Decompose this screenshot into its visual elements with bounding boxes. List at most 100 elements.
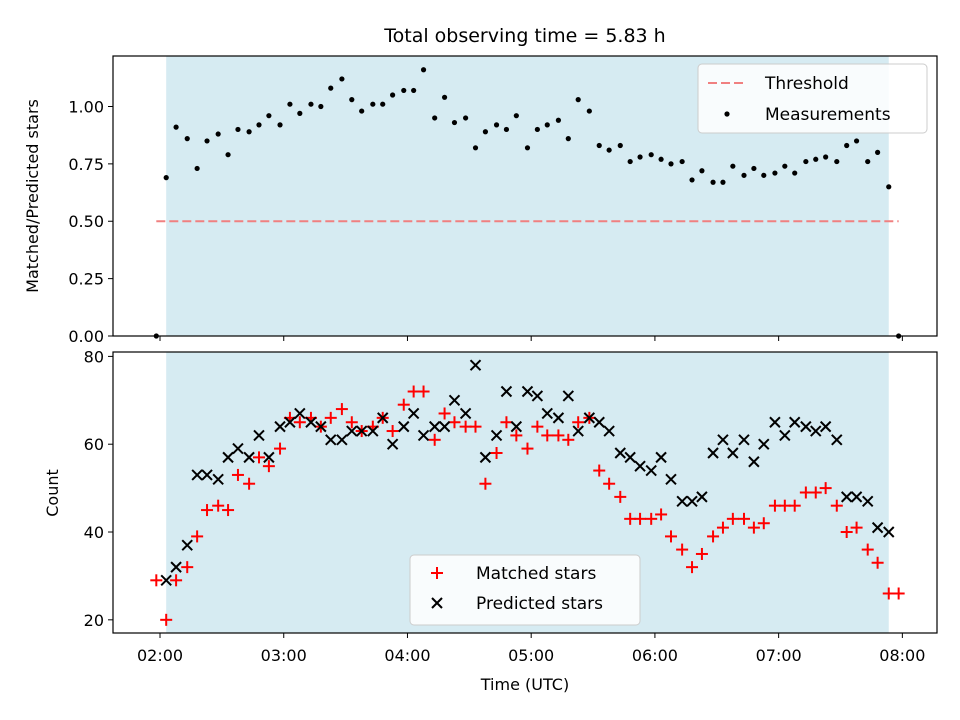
predicted-star-point bbox=[294, 407, 306, 420]
measurement-point bbox=[865, 158, 871, 165]
measurement-point bbox=[401, 87, 407, 94]
matched-star-point bbox=[479, 477, 492, 490]
measurement-point bbox=[194, 165, 200, 172]
matched-star-point bbox=[510, 429, 523, 442]
predicted-star-point bbox=[686, 495, 698, 507]
matched-star-point bbox=[448, 416, 461, 429]
predicted-star-point bbox=[160, 574, 172, 587]
matched-star-point bbox=[521, 442, 534, 455]
predicted-star-point bbox=[819, 420, 832, 433]
y-tick-label: 0.75 bbox=[68, 155, 104, 174]
predicted-star-point bbox=[748, 456, 760, 468]
predicted-star-point bbox=[831, 434, 843, 446]
matched-star-point bbox=[293, 416, 306, 429]
predicted-star-point bbox=[758, 438, 770, 450]
predicted-star-point bbox=[665, 473, 677, 486]
measurement-point bbox=[803, 158, 809, 165]
measurement-point bbox=[741, 172, 747, 178]
matched-star-point bbox=[335, 403, 348, 416]
top-y-ticks: 0.00 0.25 0.50 0.75 1.00 bbox=[68, 97, 113, 346]
y-tick-label: 20 bbox=[84, 611, 104, 630]
y-tick-label: 60 bbox=[84, 435, 104, 454]
legend-measurement-swatch bbox=[724, 111, 730, 117]
measurement-point bbox=[844, 142, 850, 149]
matched-star-point bbox=[150, 574, 163, 587]
x-tick-label: 02:00 bbox=[137, 646, 183, 665]
predicted-star-point bbox=[800, 420, 812, 433]
measurement-point bbox=[173, 124, 179, 130]
y-tick-label: 0.25 bbox=[68, 270, 104, 289]
measurement-point bbox=[534, 126, 540, 133]
measurement-point bbox=[163, 175, 169, 181]
predicted-star-point bbox=[448, 394, 461, 407]
y-tick-label: 40 bbox=[84, 523, 104, 542]
predicted-star-point bbox=[398, 420, 410, 433]
measurement-point bbox=[524, 145, 531, 151]
predicted-star-point bbox=[170, 561, 182, 573]
predicted-star-point bbox=[624, 451, 636, 464]
matched-star-point bbox=[274, 442, 287, 455]
measurement-point bbox=[482, 129, 489, 135]
measurement-point bbox=[648, 152, 654, 158]
predicted-star-point bbox=[614, 447, 626, 459]
measurement-point bbox=[339, 76, 345, 82]
matched-star-point bbox=[500, 416, 513, 429]
measurement-point bbox=[277, 122, 283, 128]
predicted-star-point bbox=[727, 447, 739, 459]
measurement-point bbox=[441, 94, 448, 100]
x-tick-label: 08:00 bbox=[879, 646, 925, 665]
predicted-star-point bbox=[572, 425, 584, 437]
predicted-star-point bbox=[707, 447, 719, 459]
measurement-point bbox=[813, 156, 819, 162]
matched-star-point bbox=[593, 464, 606, 477]
matched-star-point bbox=[397, 398, 410, 411]
matched-star-point bbox=[603, 477, 616, 490]
measurement-point bbox=[225, 152, 231, 158]
measurement-point bbox=[617, 142, 623, 149]
bottom-legend-box bbox=[409, 554, 641, 626]
matched-star-point bbox=[809, 486, 822, 499]
predicted-star-point bbox=[232, 442, 244, 455]
matched-star-point bbox=[819, 482, 832, 495]
predicted-star-point bbox=[645, 464, 657, 477]
measurement-point bbox=[472, 145, 479, 151]
measurement-point bbox=[349, 97, 355, 103]
measurement-point bbox=[658, 156, 664, 162]
measurement-point bbox=[380, 101, 386, 107]
predicted-star-point bbox=[655, 451, 667, 464]
measurement-point bbox=[668, 161, 674, 167]
legend-matched-label: Matched stars bbox=[476, 564, 596, 584]
predicted-star-point bbox=[181, 539, 193, 551]
bottom-axes-frame bbox=[112, 351, 938, 634]
measurement-point bbox=[761, 172, 767, 178]
predicted-star-point bbox=[428, 420, 441, 433]
predicted-star-point bbox=[717, 434, 729, 446]
measurement-point bbox=[586, 108, 592, 114]
measurement-point bbox=[503, 126, 510, 133]
measurement-point bbox=[886, 184, 892, 190]
predicted-star-point bbox=[325, 434, 337, 446]
matched-star-point bbox=[664, 530, 677, 543]
top-x-ticks bbox=[159, 336, 903, 341]
matched-star-point bbox=[562, 433, 575, 446]
measurement-points bbox=[153, 67, 902, 339]
measurement-point bbox=[420, 67, 427, 73]
measurement-point bbox=[318, 103, 324, 110]
measurement-point bbox=[823, 154, 829, 160]
measurement-point bbox=[710, 179, 716, 185]
predicted-star-point bbox=[521, 385, 534, 398]
predicted-star-point bbox=[243, 451, 255, 464]
matched-star-point bbox=[531, 420, 544, 433]
matched-star-point bbox=[324, 411, 337, 424]
predicted-star-point bbox=[315, 420, 327, 433]
x-tick-label: 07:00 bbox=[756, 646, 802, 665]
matched-star-point bbox=[252, 451, 265, 464]
predicted-star-point bbox=[253, 429, 265, 442]
matched-star-point bbox=[417, 385, 430, 398]
predicted-star-point bbox=[562, 390, 575, 402]
predicted-star-point bbox=[355, 425, 368, 437]
predicted-star-point bbox=[377, 412, 389, 424]
matched-star-point bbox=[850, 521, 863, 534]
legend-measurements-label: Measurements bbox=[765, 105, 891, 125]
top-axes-frame bbox=[112, 55, 938, 337]
